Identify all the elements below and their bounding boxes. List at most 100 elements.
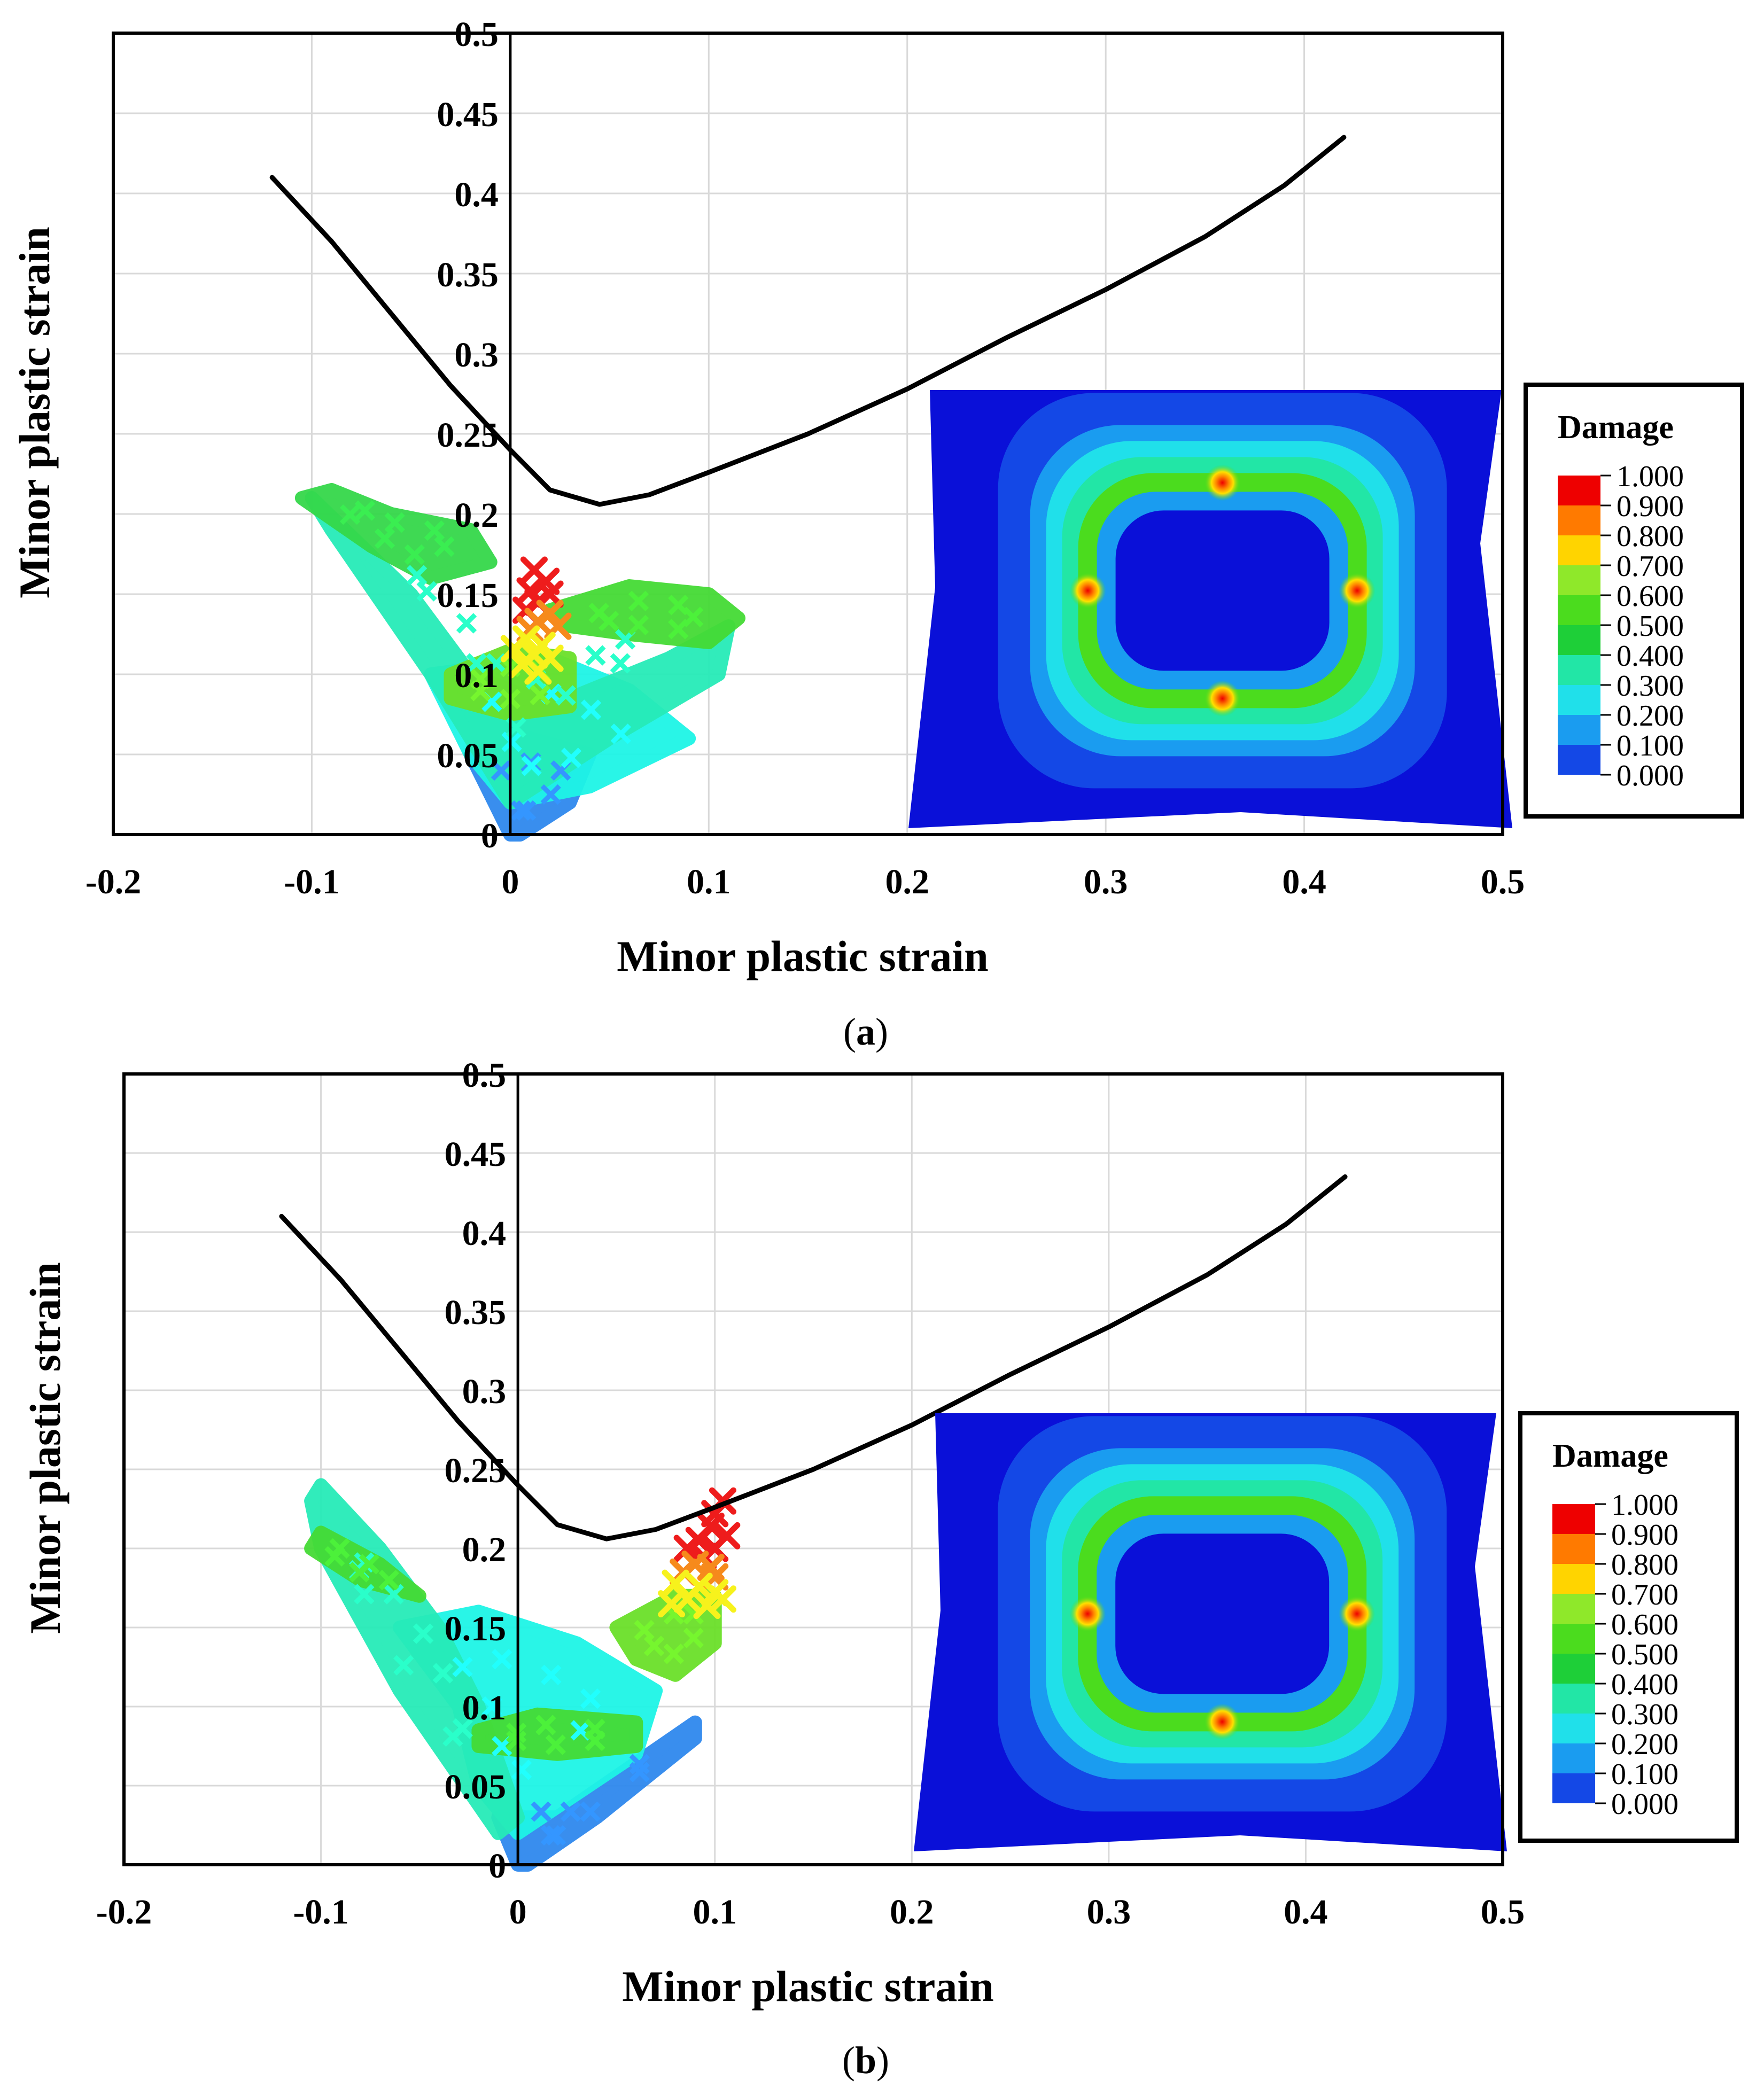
damage-hotspot <box>1339 1595 1376 1632</box>
scatter-point-cloud <box>543 579 745 649</box>
scatter-points <box>304 1478 722 1872</box>
plot-border <box>122 1072 1504 1866</box>
y-tick-label: 0.25 <box>445 1451 507 1490</box>
scatter-marker <box>560 1801 581 1822</box>
legend-swatch <box>1558 745 1600 775</box>
panel-caption-letter: b <box>855 2039 876 2082</box>
x-tick-label: 0.2 <box>890 1893 934 1932</box>
legend-swatch <box>1552 1534 1595 1564</box>
scatter-marker <box>580 1801 601 1822</box>
scatter-marker <box>545 1734 566 1755</box>
x-tick-label: 0 <box>509 1893 527 1932</box>
legend-value: 1.000 <box>1617 460 1684 493</box>
legend-swatch <box>1558 625 1600 655</box>
contour-hole <box>1115 510 1330 671</box>
y-tick-label: 0.3 <box>454 336 499 375</box>
scatter-marker <box>413 1623 434 1644</box>
legend-swatch <box>1552 1594 1595 1624</box>
y-tick-label: 0.4 <box>454 175 499 214</box>
legend-value: 0.600 <box>1611 1608 1678 1641</box>
scatter-marker <box>434 536 455 557</box>
y-tick-label: 0.3 <box>462 1372 507 1411</box>
scatter-point-cloud <box>305 491 736 809</box>
x-tick-label: 0.5 <box>1481 862 1525 901</box>
scatter-marker <box>540 784 561 805</box>
legend-value: 0.900 <box>1617 490 1684 523</box>
x-tick-label: 0.5 <box>1481 1893 1525 1932</box>
legend-value: 0.100 <box>1611 1758 1678 1791</box>
legend-swatch <box>1558 476 1600 505</box>
x-tick-label: 0.3 <box>1087 1893 1131 1932</box>
scatter-marker <box>404 544 425 565</box>
y-tick-label: 0.2 <box>462 1530 507 1569</box>
scatter-marker <box>456 613 477 634</box>
legend-value: 0.200 <box>1617 699 1684 733</box>
critical-point-marker <box>658 1590 686 1618</box>
legend-swatch <box>1552 1714 1595 1743</box>
scatter-marker <box>585 645 606 666</box>
x-tick-label: 0.2 <box>885 862 929 901</box>
legend-swatch <box>1558 685 1600 715</box>
plot-border <box>112 32 1504 836</box>
scatter-marker <box>540 1825 562 1846</box>
scatter-marker <box>506 1723 527 1743</box>
x-tick-label: -0.2 <box>86 862 141 901</box>
scatter-marker <box>629 1754 650 1775</box>
panel-caption: (b) <box>842 2039 889 2082</box>
x-tick-label: -0.2 <box>96 1893 152 1932</box>
legend-value: 1.000 <box>1611 1489 1678 1522</box>
scatter-marker <box>349 1562 370 1583</box>
contour-hole <box>1115 1533 1330 1694</box>
critical-point-marker <box>508 651 536 679</box>
x-axis-label: Minor plastic strain <box>617 932 988 980</box>
critical-point-marker <box>673 1535 701 1562</box>
legend-swatch <box>1558 565 1600 595</box>
scatter-marker <box>492 1649 512 1670</box>
x-tick-label: 0.4 <box>1284 1893 1328 1932</box>
scatter-marker <box>663 1644 685 1664</box>
x-tick-label: 0.3 <box>1084 862 1128 901</box>
x-tick-label: -0.1 <box>284 862 339 901</box>
scatter-marker <box>470 681 491 702</box>
damage-contour-inset <box>908 390 1512 828</box>
scatter-marker <box>599 611 619 632</box>
legend-value: 0.300 <box>1611 1698 1678 1731</box>
scatter-marker <box>491 760 512 781</box>
critical-point-marker <box>500 635 528 663</box>
y-tick-label: 0.35 <box>445 1293 507 1332</box>
scatter-marker <box>683 1627 704 1648</box>
scatter-marker <box>424 520 445 541</box>
scatter-marker <box>466 653 487 674</box>
scatter-marker <box>628 590 649 612</box>
legend-value: 0.300 <box>1617 669 1684 703</box>
forming-limit-curve <box>279 1174 1348 1541</box>
scatter-marker <box>354 500 376 521</box>
legend-value: 0.400 <box>1611 1668 1678 1701</box>
damage-hotspot <box>1204 464 1241 501</box>
legend-title: Damage <box>1552 1438 1668 1474</box>
legend-swatch <box>1552 1624 1595 1654</box>
scatter-marker <box>506 1730 527 1751</box>
legend-swatch <box>1552 1743 1595 1773</box>
scatter-marker <box>452 1656 473 1678</box>
damage-hotspot <box>1069 1595 1106 1632</box>
critical-points <box>500 556 572 685</box>
scatter-marker <box>384 512 405 533</box>
scatter-marker <box>535 1715 556 1735</box>
scatter-marker <box>629 1762 650 1782</box>
scatter-marker <box>354 1584 375 1605</box>
y-tick-label: 0.5 <box>454 15 499 54</box>
legend-swatch <box>1552 1654 1595 1684</box>
scatter-marker <box>442 1726 463 1747</box>
scatter-marker <box>546 1825 566 1846</box>
legend-value: 0.500 <box>1617 610 1684 643</box>
damage-hotspot <box>1069 572 1106 609</box>
legend-swatch <box>1552 1684 1595 1714</box>
damage-contour-inset <box>914 1413 1507 1851</box>
scatter-marker <box>580 1688 601 1709</box>
damage-hotspot <box>1204 1703 1241 1740</box>
legend-value: 0.000 <box>1611 1788 1678 1821</box>
scatter-marker <box>339 504 361 525</box>
legend-value: 0.400 <box>1617 640 1684 673</box>
